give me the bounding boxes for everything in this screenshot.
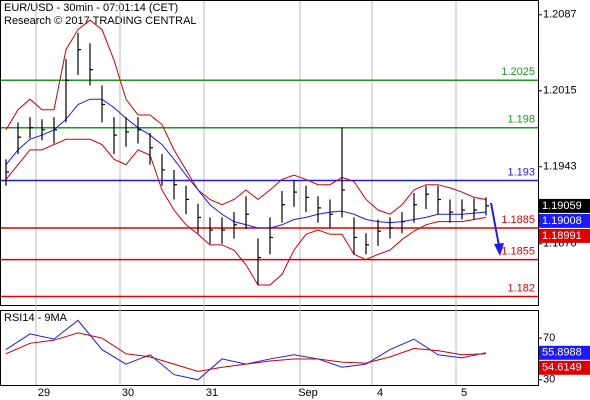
last-value-box: [539, 228, 590, 243]
rsi-pane: [0, 310, 539, 386]
last-value-box: [539, 345, 590, 360]
overlay-line: [5, 138, 487, 286]
level-label: 1.198: [507, 114, 535, 126]
x-tick-label: 30: [122, 387, 134, 399]
x-tick-label: 5: [461, 387, 467, 399]
level-label: 1.193: [507, 166, 535, 178]
last-value-box: [539, 198, 590, 213]
rsi-line: [5, 332, 487, 372]
y-tick-label: 1.2015: [543, 85, 577, 97]
y-tick-label: 1.2087: [543, 9, 577, 21]
y-tick-label: 1.1943: [543, 161, 577, 173]
level-label: 1.1855: [501, 246, 535, 258]
last-value-box: [539, 213, 590, 228]
forecast-arrowhead: [494, 243, 504, 256]
chart-title: EUR/USD - 30min - 07:01:14 (CET): [4, 2, 178, 14]
forecast-arrow: [490, 202, 500, 247]
last-value-label: 1.19059: [542, 200, 582, 212]
last-value-label: 55.8988: [542, 347, 582, 359]
overlay-line: [5, 19, 487, 215]
level-label: 1.1885: [501, 214, 535, 226]
level-label: 1.182: [507, 282, 535, 294]
last-value-label: 54.6149: [542, 362, 582, 374]
last-value-label: 1.19008: [542, 215, 582, 227]
last-value-box: [539, 360, 590, 375]
x-tick-label: 31: [206, 387, 218, 399]
x-tick-label: 4: [377, 387, 383, 399]
x-tick-label: 29: [38, 387, 50, 399]
y-tick-label: 30: [543, 374, 555, 386]
level-label: 1.2025: [501, 66, 535, 78]
y-tick-label: 70: [543, 332, 555, 344]
chart-subtitle: Research © 2017 TRADING CENTRAL: [4, 15, 197, 27]
last-value-label: 1.18991: [542, 230, 582, 242]
x-tick-label: Sep: [298, 387, 318, 399]
